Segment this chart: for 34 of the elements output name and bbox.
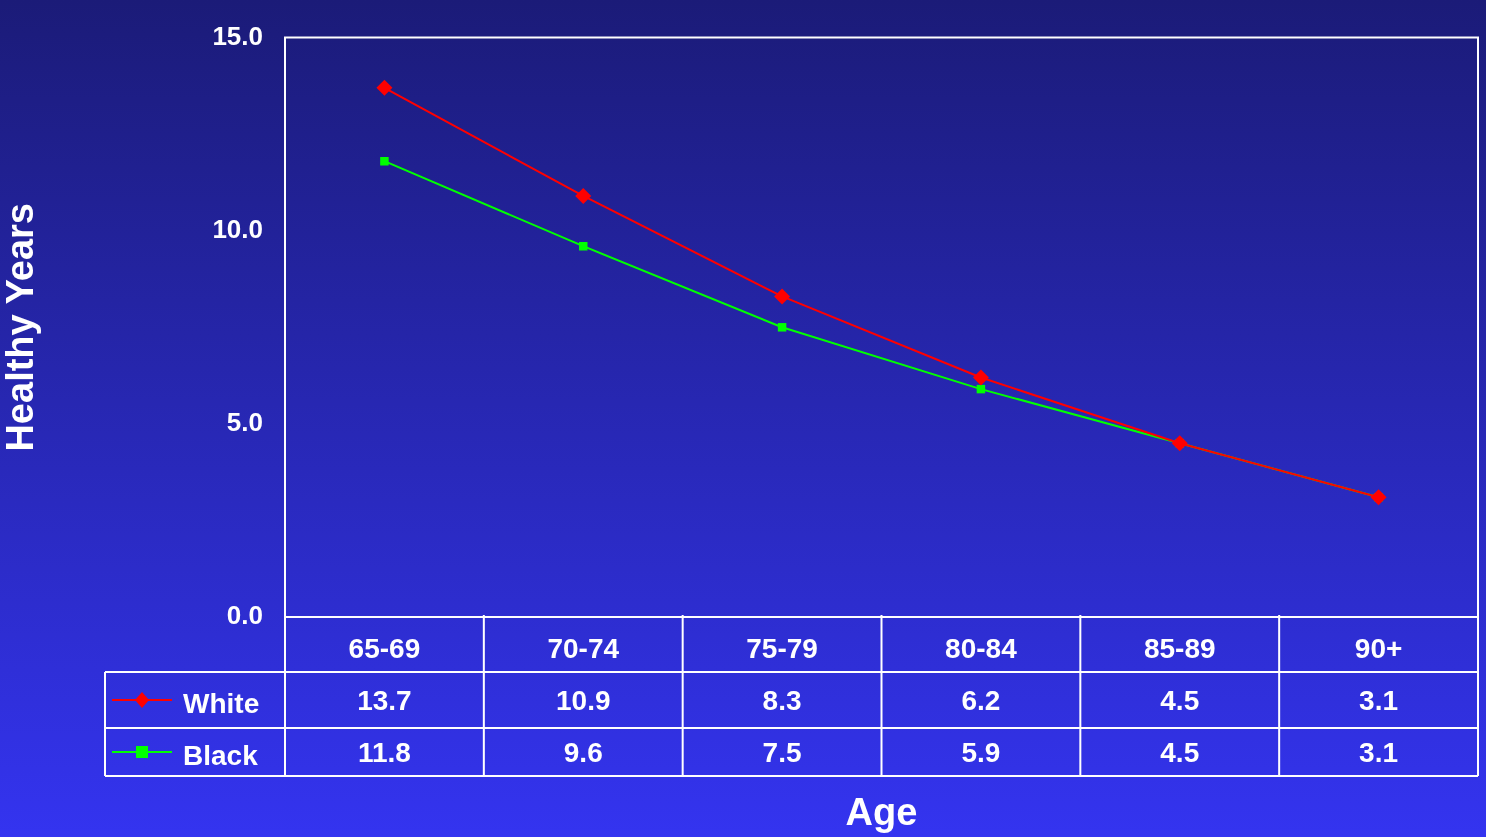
data-label: 9.6: [563, 736, 603, 768]
data-label: 8.3: [762, 684, 802, 716]
point: [380, 156, 389, 166]
point: [774, 288, 791, 305]
y-axis-title: Healthy Years: [0, 203, 42, 452]
data-label: 4.5: [1160, 684, 1200, 716]
data-label: 3.1: [1359, 736, 1399, 768]
point: [1370, 489, 1387, 506]
data-label: 6.2: [961, 684, 1001, 716]
data-label: 3.1: [1359, 684, 1399, 716]
point: [972, 369, 989, 386]
point: [1171, 435, 1188, 452]
y-tick-label: 0.0: [226, 600, 263, 631]
legend-label: White: [183, 687, 260, 719]
legend-label: Black: [183, 739, 259, 771]
y-tick-label: 5.0: [226, 407, 263, 438]
point: [777, 323, 787, 332]
data-label: 11.8: [357, 736, 411, 768]
data-label: 5.9: [961, 736, 1001, 768]
x-tick-label: 65-69: [348, 632, 421, 664]
data-label: 7.5: [762, 736, 802, 768]
x-tick-label: 70-74: [547, 632, 620, 664]
y-tick-label: 10.0: [212, 213, 263, 244]
x-tick-label: 75-79: [746, 632, 818, 664]
data-label: 13.7: [357, 684, 412, 716]
y-tick-label: 15.0: [212, 20, 263, 51]
x-axis-title: Age: [845, 790, 918, 833]
data-label: 10.9: [556, 684, 611, 716]
x-tick-label: 80-84: [945, 632, 1018, 664]
x-tick-label: 85-89: [1143, 632, 1216, 664]
data-label: 4.5: [1160, 736, 1200, 768]
point: [376, 79, 393, 96]
point: [575, 187, 592, 204]
x-tick-label: 90+: [1354, 632, 1403, 664]
